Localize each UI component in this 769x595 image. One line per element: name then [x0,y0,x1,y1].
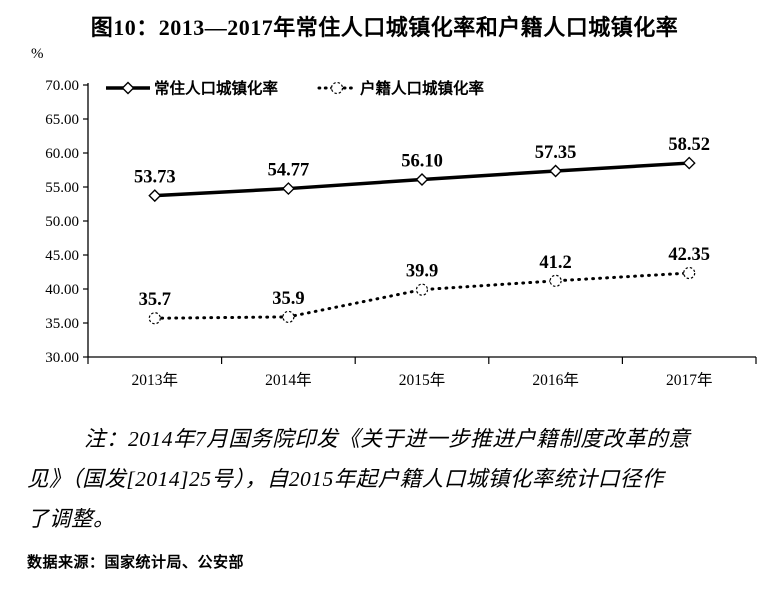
note-line-1: 注：2014年7月国务院印发《关于进一步推进户籍制度改革的意 [84,427,691,451]
data-point-marker-s1 [549,274,562,287]
data-point-marker-s0 [281,182,295,196]
data-point-marker-s0 [549,164,563,178]
x-tick-label: 2014年 [265,371,312,389]
data-point-marker-s1 [282,310,295,323]
y-tick-label: 60.00 [45,146,79,162]
y-tick-label: 30.00 [45,350,79,366]
x-tick-label: 2017年 [666,371,713,389]
figure-note: 注：2014年7月国务院印发《关于进一步推进户籍制度改革的意 见》（国发[201… [27,419,743,539]
data-label-s0: 56.10 [401,152,443,172]
data-label-s1: 42.35 [668,245,710,265]
data-label-s0: 57.35 [535,143,577,163]
y-tick-label: 55.00 [45,180,79,196]
data-label-s0: 54.77 [268,161,310,181]
y-tick-label: 50.00 [45,214,79,230]
x-tick-label: 2013年 [132,371,179,389]
data-label-s0: 58.52 [668,135,710,155]
data-label-s1: 39.9 [406,262,438,282]
data-point-marker-s0 [148,189,162,203]
data-point-marker-s0 [682,156,696,170]
y-tick-label: 45.00 [45,248,79,264]
data-point-marker-s1 [415,283,429,296]
note-line-3: 了调整。 [27,507,116,531]
y-tick-label: 70.00 [45,78,79,94]
legend-label-resident: 常住人口城镇化率 [154,79,279,98]
series-line-1 [153,271,691,320]
data-source: 数据来源：国家统计局、公安部 [27,554,245,571]
data-label-s1: 41.2 [539,253,571,273]
y-tick-label: 35.00 [45,316,79,332]
x-tick-label: 2015年 [399,371,446,389]
x-tick-label: 2016年 [532,371,579,389]
line-chart: 70.00 65.00 60.00 55.00 50.00 45.00 40.00 35.00… [45,78,757,389]
data-label-s1: 35.9 [272,289,304,309]
data-point-marker-s1 [148,312,161,325]
data-point-marker-s1 [683,266,696,280]
y-tick-label: 65.00 [45,112,79,128]
y-tick-label: 40.00 [45,282,79,298]
data-point-marker-s0 [415,173,429,187]
legend-marker-circle-icon [330,81,344,95]
legend-marker-diamond-icon [121,81,135,95]
y-axis-unit-label: % [31,46,44,62]
data-label-s0: 53.73 [134,168,176,188]
data-label-s1: 35.7 [139,290,171,310]
note-line-2: 见》（国发[2014]25号），自2015年起户籍人口城镇化率统计口径作 [27,467,664,491]
legend-label-registered: 户籍人口城镇化率 [360,79,485,98]
chart-title: 图10：2013—2017年常住人口城镇化率和户籍人口城镇化率 [90,15,679,40]
